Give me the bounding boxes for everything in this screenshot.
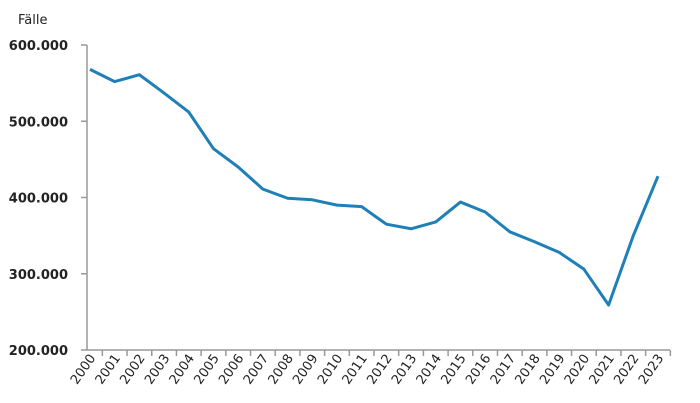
x-tick-label: 2012	[364, 352, 395, 388]
x-tick-label: 2009	[290, 352, 321, 388]
x-tick-label: 2023	[636, 352, 667, 388]
y-tick-label: 400.000	[9, 192, 68, 207]
x-tick-label: 2019	[537, 352, 568, 388]
x-tick-label: 2005	[191, 352, 222, 388]
x-tick-label: 2015	[438, 352, 469, 388]
x-tick-label: 2014	[414, 352, 445, 388]
x-tick-label: 2007	[241, 352, 272, 388]
line	[89, 68, 660, 307]
x-tick-label: 2021	[587, 352, 618, 388]
x-tick-label: 2003	[142, 352, 173, 388]
x-tick-label: 2013	[389, 352, 420, 388]
x-tick-label: 2006	[216, 352, 247, 388]
y-tick-label: 500.000	[9, 115, 68, 130]
x-tick-label: 2020	[562, 352, 593, 388]
y-tick-label: 200.000	[9, 344, 68, 359]
x-tick-label: 2002	[117, 352, 148, 388]
x-tick-label: 2016	[463, 352, 494, 388]
y-axis-label: Fälle	[18, 13, 47, 28]
x-tick-label: 2011	[340, 352, 371, 388]
x-tick-label: 2008	[266, 352, 297, 388]
x-tick-label: 2022	[611, 352, 642, 388]
x-tick-label: 2004	[167, 352, 198, 388]
x-tick-label: 2010	[315, 352, 346, 388]
x-tick-label: 2017	[488, 352, 519, 388]
x-tick-label: 2018	[513, 352, 544, 388]
y-tick-label: 600.000	[9, 39, 68, 54]
y-tick-label: 300.000	[9, 268, 68, 283]
x-tick-label: 2001	[93, 352, 124, 388]
x-tick-label: 2000	[68, 352, 99, 388]
